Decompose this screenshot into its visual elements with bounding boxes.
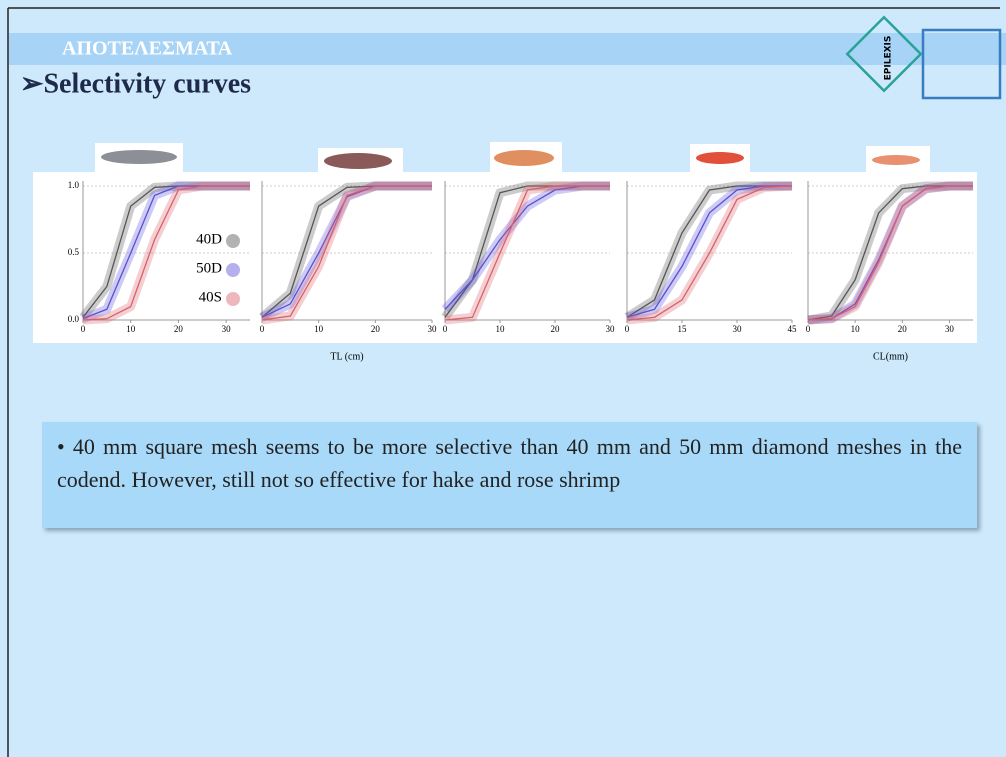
- x-tick-label: 30: [945, 324, 955, 334]
- x-tick-label: 30: [733, 324, 743, 334]
- legend-label: 40S: [199, 289, 222, 305]
- x-tick-label: 20: [898, 324, 908, 334]
- shrimp: [872, 155, 920, 165]
- x-tick-label: 0: [81, 324, 86, 334]
- slide-title: ➢Selectivity curves: [20, 68, 251, 99]
- legend-label: 40D: [196, 231, 222, 247]
- x-tick-label: 10: [496, 324, 506, 334]
- x-tick-label: 0: [806, 324, 811, 334]
- x-tick-label: 30: [606, 324, 616, 334]
- x-tick-label: 45: [788, 324, 798, 334]
- slide-canvas: ΑΠΟΤΕΛΕΣΜΑΤΑ ➢Selectivity curves EPILEXI…: [0, 0, 1006, 757]
- x-tick-label: 0: [625, 324, 630, 334]
- x-tick-label: 15: [678, 324, 688, 334]
- shrimp: [696, 152, 744, 164]
- legend-marker: [226, 234, 240, 248]
- x-axis-label: TL (cm): [330, 351, 363, 362]
- x-tick-label: 20: [551, 324, 561, 334]
- y-tick-label: 1.0: [68, 180, 80, 190]
- x-tick-label: 0: [260, 324, 265, 334]
- legend-label: 50D: [196, 260, 222, 276]
- x-tick-label: 10: [314, 324, 324, 334]
- legend-marker: [226, 292, 240, 306]
- fish: [101, 150, 177, 164]
- slide: ΑΠΟΤΕΛΕΣΜΑΤΑ ➢Selectivity curves EPILEXI…: [0, 0, 1006, 757]
- x-tick-label: 0: [443, 324, 448, 334]
- x-tick-label: 10: [851, 324, 861, 334]
- y-tick-label: 0.0: [68, 314, 80, 324]
- x-tick-label: 10: [126, 324, 136, 334]
- x-axis-label: CL(mm): [873, 351, 908, 362]
- note: • 40 mm square mesh seems to be more sel…: [42, 422, 977, 528]
- x-tick-label: 20: [371, 324, 381, 334]
- y-tick-label: 0.5: [68, 247, 80, 257]
- logo-text: EPILEXIS: [884, 36, 894, 81]
- x-tick-label: 30: [428, 324, 438, 334]
- fish-images: [95, 142, 930, 174]
- fish: [494, 150, 554, 166]
- x-tick-label: 30: [222, 324, 232, 334]
- legend-marker: [226, 263, 240, 277]
- fish: [324, 153, 392, 169]
- header: ΑΠΟΤΕΛΕΣΜΑΤΑ: [62, 38, 233, 60]
- x-tick-label: 20: [174, 324, 184, 334]
